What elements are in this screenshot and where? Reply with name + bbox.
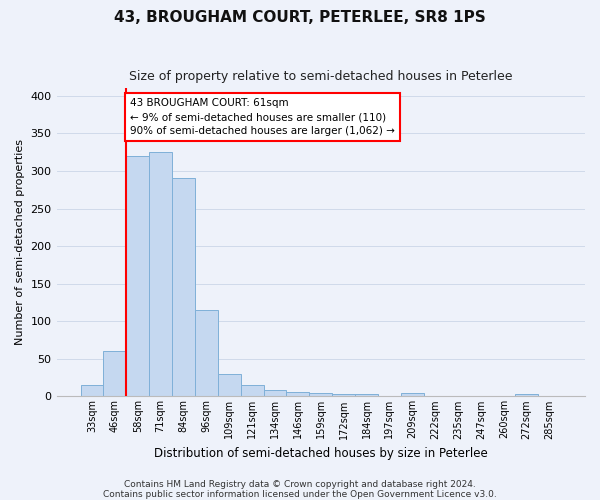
Bar bbox=[127, 156, 149, 396]
Bar bbox=[195, 310, 218, 396]
Bar bbox=[310, 392, 332, 396]
Bar bbox=[515, 394, 538, 396]
X-axis label: Distribution of semi-detached houses by size in Peterlee: Distribution of semi-detached houses by … bbox=[154, 447, 488, 460]
Bar bbox=[332, 394, 355, 396]
Bar bbox=[241, 385, 263, 396]
Bar bbox=[355, 394, 378, 396]
Bar bbox=[218, 374, 241, 396]
Title: Size of property relative to semi-detached houses in Peterlee: Size of property relative to semi-detach… bbox=[129, 70, 512, 83]
Text: 43 BROUGHAM COURT: 61sqm
← 9% of semi-detached houses are smaller (110)
90% of s: 43 BROUGHAM COURT: 61sqm ← 9% of semi-de… bbox=[130, 98, 395, 136]
Text: Contains public sector information licensed under the Open Government Licence v3: Contains public sector information licen… bbox=[103, 490, 497, 499]
Bar bbox=[286, 392, 310, 396]
Bar bbox=[401, 394, 424, 396]
Bar bbox=[103, 352, 127, 397]
Bar bbox=[149, 152, 172, 396]
Bar bbox=[172, 178, 195, 396]
Text: 43, BROUGHAM COURT, PETERLEE, SR8 1PS: 43, BROUGHAM COURT, PETERLEE, SR8 1PS bbox=[114, 10, 486, 25]
Bar bbox=[80, 385, 103, 396]
Y-axis label: Number of semi-detached properties: Number of semi-detached properties bbox=[15, 140, 25, 346]
Bar bbox=[263, 390, 286, 396]
Text: Contains HM Land Registry data © Crown copyright and database right 2024.: Contains HM Land Registry data © Crown c… bbox=[124, 480, 476, 489]
